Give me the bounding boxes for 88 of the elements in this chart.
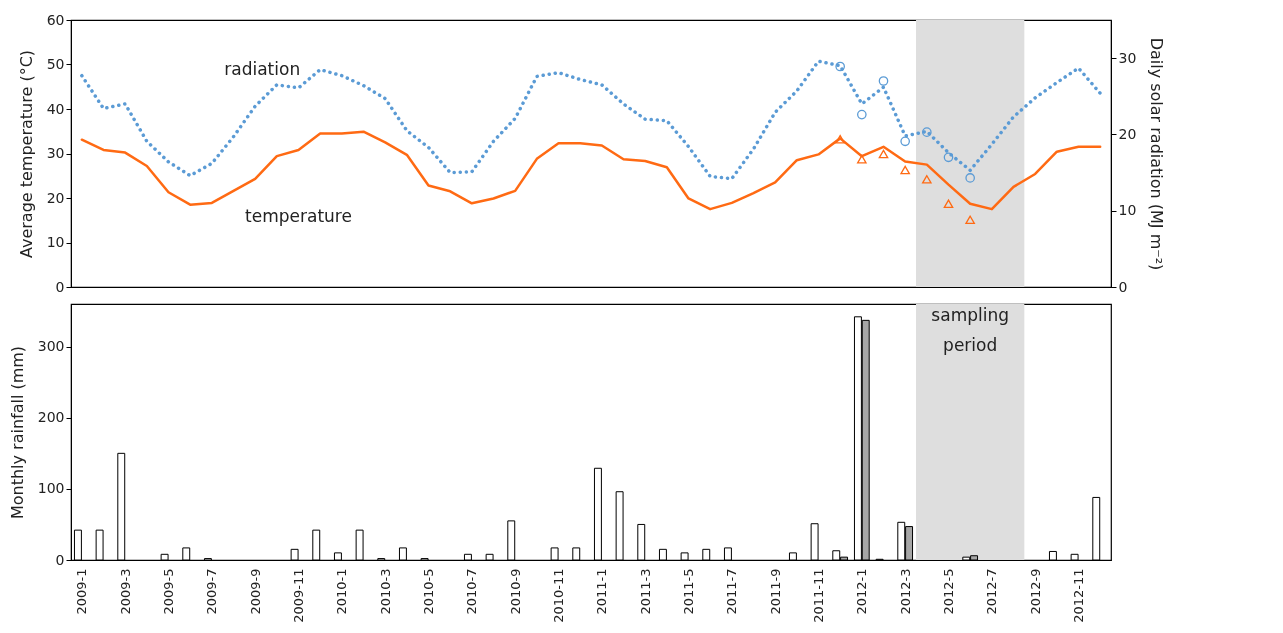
point [922, 127, 932, 137]
x-tick-label: 2010-7 [464, 568, 480, 615]
x-tick-label: 2009-9 [247, 568, 263, 615]
x-tick-label: 2010-9 [507, 568, 523, 615]
bar [637, 523, 646, 561]
band-label: sampling period [931, 305, 1009, 355]
x-tick-label: 2010-5 [421, 568, 436, 615]
y2-tick-label: 0 [1118, 278, 1128, 295]
point [900, 165, 910, 175]
line-series [80, 130, 1102, 211]
y-tick-label: 50 [46, 56, 65, 72]
x-tick-label: 2011-5 [681, 568, 696, 615]
bar [658, 548, 667, 561]
x-tick-label: 2009-5 [161, 568, 176, 615]
x-tick-label: 2009-3 [117, 568, 133, 615]
x-tick-label: 2009-1 [74, 568, 90, 615]
x-tick-label: 2011-1 [594, 568, 610, 615]
x-tick-label: 2010-11 [551, 568, 566, 623]
bar [1092, 496, 1101, 561]
bar [723, 547, 732, 561]
bar [702, 548, 711, 561]
point [835, 61, 845, 72]
bar [810, 523, 819, 561]
y-tick-label: 0 [55, 551, 65, 568]
bar [593, 467, 602, 561]
y2-tick-label: 30 [1118, 49, 1137, 66]
line-series [80, 59, 1102, 181]
point [965, 215, 975, 225]
x-tick-label: 2011-11 [811, 568, 826, 623]
y-tick-label: 100 [37, 480, 65, 497]
x-tick-label: 2009-7 [204, 568, 220, 615]
x-tick-label: 2010-3 [377, 568, 393, 615]
y-tick-label: 200 [37, 409, 65, 426]
y-tick-label: 300 [37, 338, 65, 355]
y-tick-label: 10 [46, 234, 65, 250]
bar [95, 529, 104, 561]
bar [182, 547, 191, 561]
bar [463, 553, 472, 561]
point [900, 136, 910, 147]
bar [485, 553, 494, 561]
y2-tick-label: 20 [1118, 125, 1137, 142]
x-tick-label: 2010-1 [334, 568, 350, 615]
x-tick-label: 2012-9 [1027, 568, 1043, 615]
x-tick-label: 2011-7 [724, 568, 740, 615]
bar [615, 491, 624, 561]
bar [788, 552, 797, 561]
bar [398, 547, 407, 561]
bar [290, 548, 299, 561]
y-axis-title: Average temperature (°C) [16, 49, 36, 259]
y-tick-label: 0 [55, 278, 65, 295]
x-tick-label: 2012-1 [854, 568, 870, 615]
point [857, 109, 867, 120]
bar [1048, 550, 1057, 561]
series-label: radiation [224, 58, 301, 79]
series-label: temperature [245, 205, 352, 226]
y2-tick-label: 10 [1118, 202, 1137, 219]
bar [333, 552, 342, 561]
point [965, 173, 975, 183]
bar [1070, 553, 1079, 561]
point [835, 134, 845, 144]
point [943, 152, 954, 163]
bar [680, 552, 689, 561]
x-tick-label: 2012-5 [941, 568, 956, 615]
y-axis-title: Monthly rainfall (mm) [7, 345, 27, 520]
y2-axis-title: Daily solar radiation (MJ m⁻²) [1147, 37, 1167, 271]
bar [312, 529, 321, 561]
x-tick-label: 2012-7 [984, 568, 1000, 615]
bar [355, 529, 364, 561]
point [922, 175, 932, 184]
x-tick-label: 2011-3 [637, 568, 653, 615]
y-tick-label: 60 [46, 11, 65, 28]
bar [507, 520, 516, 561]
bar [572, 547, 581, 561]
x-tick-label: 2012-3 [897, 568, 913, 615]
point [878, 76, 889, 86]
bar [550, 547, 559, 561]
bar [117, 452, 126, 561]
y-tick-label: 40 [46, 100, 65, 117]
y-tick-label: 30 [46, 145, 65, 161]
bar [160, 553, 169, 561]
x-tick-label: 2009-11 [291, 568, 306, 623]
x-tick-label: 2011-9 [767, 568, 783, 615]
point [878, 149, 889, 159]
point [943, 199, 954, 209]
point [857, 155, 867, 164]
bar [73, 529, 82, 561]
y-tick-label: 20 [46, 189, 65, 206]
x-tick-label: 2012-11 [1071, 568, 1086, 623]
